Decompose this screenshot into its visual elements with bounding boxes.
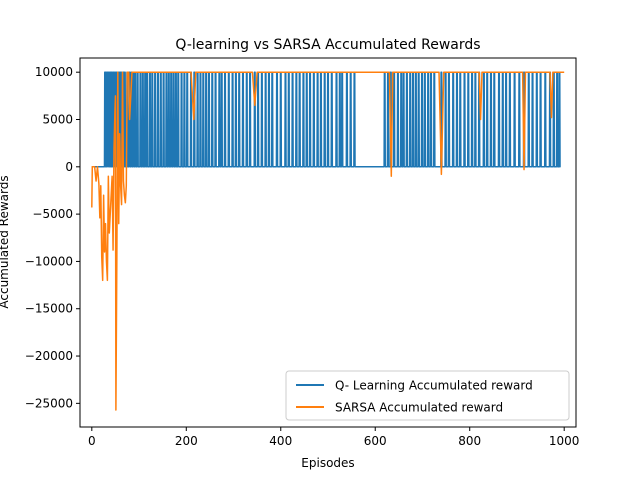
- y-tick-label: 10000: [35, 65, 73, 79]
- x-tick-label: 1000: [549, 434, 580, 448]
- y-tick-label: −20000: [25, 349, 73, 363]
- x-tick-label: 200: [175, 434, 198, 448]
- sarsa-line: [91, 71, 565, 411]
- x-tick-label: 800: [458, 434, 481, 448]
- x-axis-label: Episodes: [301, 456, 354, 470]
- axes-frame: [79, 57, 577, 428]
- y-axis-ticks: 10000 5000 0 −5000 −10000 −15000 −20000 −25000: [25, 65, 80, 410]
- x-tick-label: 600: [364, 434, 387, 448]
- legend-label-sarsa: SARSA Accumulated reward: [335, 401, 503, 415]
- legend-label-q-learning: Q- Learning Accumulated reward: [335, 379, 533, 393]
- y-tick-label: −25000: [25, 396, 73, 410]
- y-axis-label: Accumulated Rewards: [0, 175, 11, 308]
- chart-title: Q-learning vs SARSA Accumulated Rewards: [175, 37, 480, 53]
- y-tick-label: −10000: [25, 254, 73, 268]
- plot-area: [91, 71, 565, 411]
- y-tick-label: −5000: [32, 207, 73, 221]
- x-tick-label: 400: [269, 434, 292, 448]
- x-tick-label: 0: [88, 434, 96, 448]
- y-tick-label: −15000: [25, 302, 73, 316]
- series-sarsa: [91, 71, 565, 411]
- legend: Q- Learning Accumulated reward SARSA Acc…: [285, 370, 570, 421]
- legend-box: [285, 370, 570, 421]
- y-tick-label: 5000: [42, 113, 73, 127]
- x-axis-ticks: 0 200 400 600 800 1000: [88, 427, 579, 448]
- y-tick-label: 0: [65, 160, 73, 174]
